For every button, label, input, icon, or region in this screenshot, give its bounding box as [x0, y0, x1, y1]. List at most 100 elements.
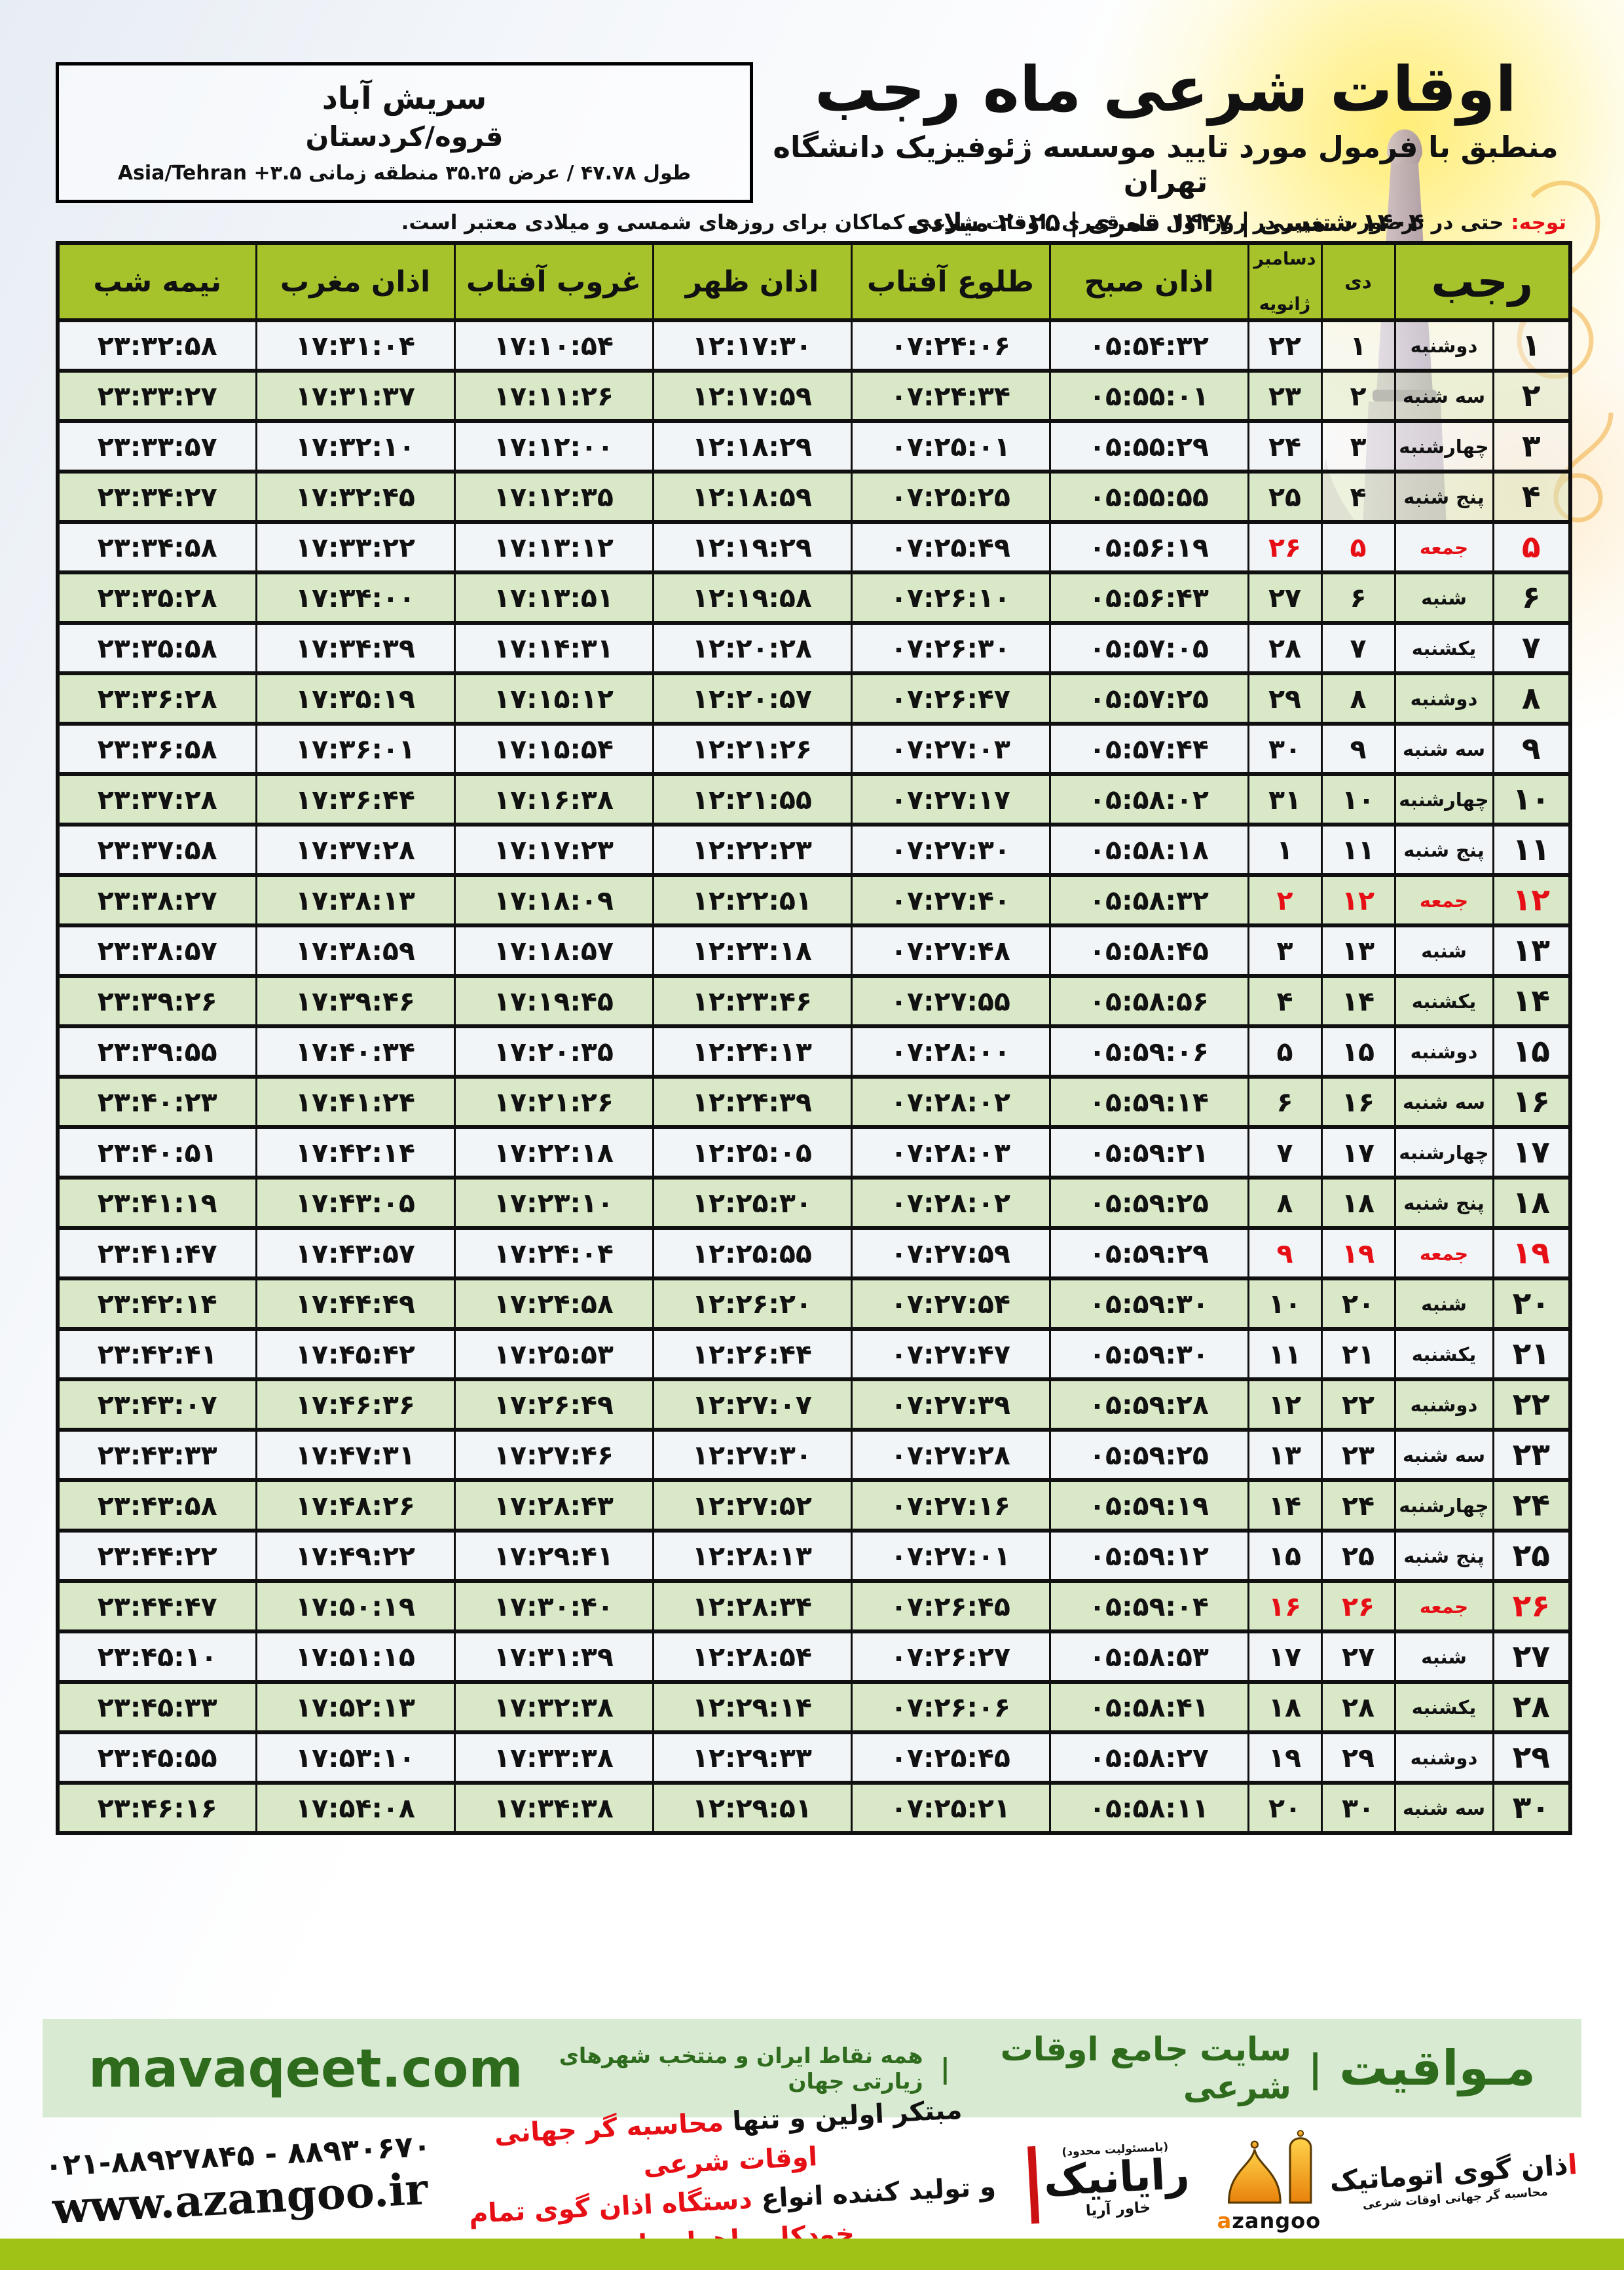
cell-sunset: ۱۷:۳۳:۳۸	[453, 1730, 654, 1785]
cell-azan-sobh: ۰۵:۵۹:۲۸	[1048, 1377, 1249, 1432]
cell-azan-sobh: ۰۵:۵۸:۵۶	[1048, 974, 1249, 1028]
cell-azan-zohr: ۱۲:۲۷:۵۲	[652, 1478, 853, 1533]
col-header-azan-zohr: اذان ظهر	[652, 241, 853, 322]
cell-rajab-day: ۱۰	[1492, 772, 1572, 827]
cell-azan-zohr: ۱۲:۲۵:۰۵	[652, 1125, 853, 1180]
col-header-december: دسامبر	[1253, 249, 1316, 269]
cell-sunset: ۱۷:۱۸:۰۹	[453, 873, 654, 927]
cell-dec-jan-day: ۷	[1247, 1125, 1323, 1180]
claim-line1-black: مبتکر اولین و تنها	[722, 2094, 963, 2138]
cell-azan-sobh: ۰۵:۵۹:۲۹	[1048, 1226, 1249, 1280]
cell-sunrise: ۰۷:۲۸:۰۰	[850, 1024, 1051, 1079]
prayer-times-table: رجب دی دسامبر ژانویه اذان صبح طلوع آفتاب…	[56, 241, 1572, 1835]
cell-dec-jan-day: ۱۳	[1247, 1428, 1323, 1482]
cell-dey-day: ۱۸	[1320, 1176, 1396, 1230]
cell-sunset: ۱۷:۲۴:۰۴	[453, 1226, 654, 1280]
azangoo-icon-group: azangoo	[1217, 2129, 1321, 2233]
cell-azan-maghreb: ۱۷:۴۹:۲۲	[255, 1529, 456, 1583]
col-header-midnight: نیمه شب	[56, 241, 257, 322]
cell-dey-day: ۲۲	[1320, 1377, 1396, 1432]
cell-rajab-day: ۴	[1492, 470, 1572, 524]
cell-azan-maghreb: ۱۷:۵۱:۱۵	[255, 1629, 456, 1684]
cell-dec-jan-day: ۵	[1247, 1024, 1323, 1079]
cell-azan-zohr: ۱۲:۲۹:۱۴	[652, 1680, 853, 1734]
cell-sunset: ۱۷:۳۰:۴۰	[453, 1579, 654, 1633]
cell-azan-sobh: ۰۵:۵۸:۴۵	[1048, 923, 1249, 978]
cell-midnight: ۲۳:۴۳:۰۷	[56, 1377, 257, 1432]
col-header-azan-sobh: اذان صبح	[1048, 241, 1249, 322]
cell-azan-zohr: ۱۲:۲۳:۱۸	[652, 923, 853, 978]
cell-sunrise: ۰۷:۲۶:۲۷	[850, 1629, 1051, 1684]
cell-dec-jan-day: ۲۴	[1247, 419, 1323, 474]
cell-weekday: پنج شنبه	[1393, 1176, 1494, 1230]
cell-weekday: جمعه	[1393, 873, 1494, 927]
cell-dec-jan-day: ۲۰	[1247, 1781, 1323, 1835]
col-header-dey: دی	[1320, 241, 1396, 322]
table-row: ۶ شنبه ۶ ۲۷ ۰۵:۵۶:۴۳ ۰۷:۲۶:۱۰ ۱۲:۱۹:۵۸ ۱…	[56, 570, 1572, 625]
cell-azan-zohr: ۱۲:۱۷:۳۰	[652, 318, 853, 373]
cell-azan-zohr: ۱۲:۱۸:۵۹	[652, 470, 853, 524]
cell-sunrise: ۰۷:۲۶:۴۷	[850, 671, 1051, 726]
cell-azan-sobh: ۰۵:۵۸:۵۳	[1048, 1629, 1249, 1684]
coords-rtl-part: طول ۴۷.۷۸ / عرض ۳۵.۲۵ منطقه زمانی	[308, 162, 692, 185]
cell-sunset: ۱۷:۱۲:۰۰	[453, 419, 654, 474]
azangoo-logo: اذان گوی اتوماتیک محاسبه گر جهانی اوقات …	[1217, 2129, 1578, 2233]
cell-sunrise: ۰۷:۲۷:۰۳	[850, 722, 1051, 776]
cell-dey-day: ۸	[1320, 671, 1396, 726]
cell-midnight: ۲۳:۴۰:۵۱	[56, 1125, 257, 1180]
cell-azan-sobh: ۰۵:۵۵:۰۱	[1048, 369, 1249, 423]
page-subtitle: منطبق با فرمول مورد تایید موسسه ژئوفیزیک…	[773, 129, 1559, 199]
cell-rajab-day: ۱۳	[1492, 923, 1572, 978]
cell-sunset: ۱۷:۲۷:۴۶	[453, 1428, 654, 1482]
cell-rajab-day: ۲۸	[1492, 1680, 1572, 1734]
cell-azan-sobh: ۰۵:۵۷:۲۵	[1048, 671, 1249, 726]
cell-dey-day: ۲۷	[1320, 1629, 1396, 1684]
cell-sunset: ۱۷:۲۳:۱۰	[453, 1176, 654, 1230]
mavaqeet-title-group: مـواقیت | سایت جامع اوقات شرعی | همه نقا…	[523, 2030, 1536, 2106]
cell-sunset: ۱۷:۱۱:۲۶	[453, 369, 654, 423]
note-line: توجه: حتی در درصورت تغییر در روز اول ماه…	[401, 211, 1566, 234]
cell-azan-zohr: ۱۲:۲۵:۵۵	[652, 1226, 853, 1280]
cell-rajab-day: ۲۷	[1492, 1629, 1572, 1684]
cell-weekday: چهارشنبه	[1393, 419, 1494, 474]
cell-rajab-day: ۱۹	[1492, 1226, 1572, 1280]
cell-weekday: یکشنبه	[1393, 1680, 1494, 1734]
table-row: ۱ دوشنبه ۱ ۲۲ ۰۵:۵۴:۳۲ ۰۷:۲۴:۰۶ ۱۲:۱۷:۳۰…	[56, 318, 1572, 373]
cell-sunset: ۱۷:۲۱:۲۶	[453, 1075, 654, 1129]
cell-weekday: جمعه	[1393, 1579, 1494, 1633]
mavaqeet-site-label: سایت جامع اوقات شرعی	[1000, 2030, 1291, 2106]
cell-rajab-day: ۳	[1492, 419, 1572, 474]
cell-dec-jan-day: ۱۹	[1247, 1730, 1323, 1785]
cell-azan-zohr: ۱۲:۲۰:۲۸	[652, 621, 853, 675]
cell-dec-jan-day: ۱۷	[1247, 1629, 1323, 1684]
cell-midnight: ۲۳:۴۵:۵۵	[56, 1730, 257, 1785]
cell-dey-day: ۱۷	[1320, 1125, 1396, 1180]
cell-rajab-day: ۱۸	[1492, 1176, 1572, 1230]
cell-midnight: ۲۳:۴۳:۵۸	[56, 1478, 257, 1533]
mavaqeet-tagline: همه نقاط ایران و منتخب شهرهای زیارتی جها…	[559, 2043, 923, 2094]
table-row: ۱۳ شنبه ۱۳ ۳ ۰۵:۵۸:۴۵ ۰۷:۲۷:۴۸ ۱۲:۲۳:۱۸ …	[56, 923, 1572, 978]
cell-weekday: سه شنبه	[1393, 1781, 1494, 1835]
cell-rajab-day: ۱۷	[1492, 1125, 1572, 1180]
cell-sunrise: ۰۷:۲۷:۳۹	[850, 1377, 1051, 1432]
cell-rajab-day: ۲۹	[1492, 1730, 1572, 1785]
cell-azan-sobh: ۰۵:۵۸:۰۲	[1048, 772, 1249, 827]
cell-sunset: ۱۷:۲۰:۳۵	[453, 1024, 654, 1079]
cell-dec-jan-day: ۹	[1247, 1226, 1323, 1280]
cell-midnight: ۲۳:۳۴:۲۷	[56, 470, 257, 524]
note-label: توجه:	[1511, 211, 1566, 234]
cell-azan-maghreb: ۱۷:۳۲:۱۰	[255, 419, 456, 474]
cell-rajab-day: ۱۵	[1492, 1024, 1572, 1079]
cell-azan-sobh: ۰۵:۵۹:۲۱	[1048, 1125, 1249, 1180]
cell-azan-zohr: ۱۲:۱۸:۲۹	[652, 419, 853, 474]
year-line: ۱۴۰۴ شمسی | ۱۴۴۷ قمری | ۲۰۲۵ میلادی	[907, 208, 1424, 238]
cell-weekday: دوشنبه	[1393, 1377, 1494, 1432]
cell-weekday: چهارشنبه	[1393, 772, 1494, 827]
cell-midnight: ۲۳:۳۹:۲۶	[56, 974, 257, 1028]
cell-sunset: ۱۷:۱۶:۳۸	[453, 772, 654, 827]
cell-sunset: ۱۷:۲۸:۴۳	[453, 1478, 654, 1533]
cell-rajab-day: ۲۵	[1492, 1529, 1572, 1583]
cell-azan-maghreb: ۱۷:۵۳:۱۰	[255, 1730, 456, 1785]
cell-dec-jan-day: ۱۸	[1247, 1680, 1323, 1734]
cell-azan-sobh: ۰۵:۵۴:۳۲	[1048, 318, 1249, 373]
